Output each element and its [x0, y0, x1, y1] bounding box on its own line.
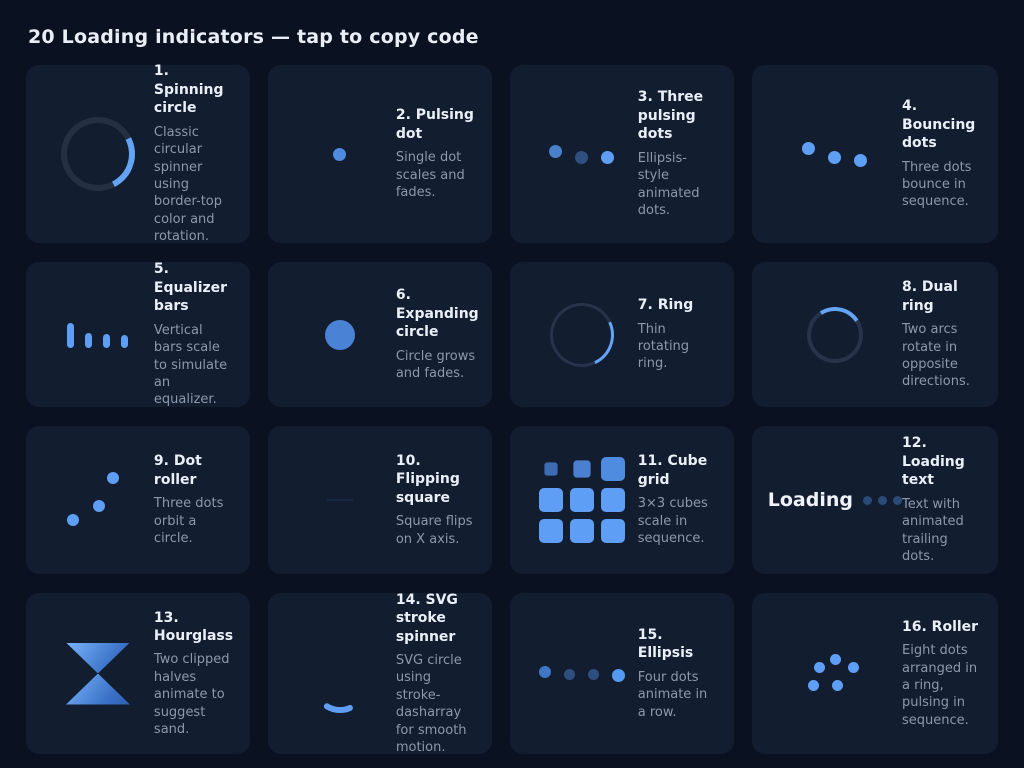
dual-ring-icon	[801, 301, 869, 368]
card-roller[interactable]: 16. Roller Eight dots arranged in a ring…	[751, 593, 998, 754]
spinner-stage	[526, 665, 638, 682]
ellipsis-icon	[538, 665, 625, 682]
card-title: 2. Pulsing dot	[395, 107, 474, 142]
spinner-stage	[284, 319, 396, 350]
card-loading-text[interactable]: Loading 12. Loading text Text with anima…	[751, 426, 998, 574]
card-description: Circle grows and fades.	[395, 348, 476, 382]
spinner-stage	[42, 322, 154, 348]
card-description: Square flips on X axis.	[395, 514, 473, 547]
spinner-stage	[768, 653, 902, 694]
card-title: 9. Dot roller	[153, 453, 202, 488]
card-description: Ellipsis-style animated dots.	[637, 150, 700, 219]
loading-text-icon: Loading	[768, 489, 902, 511]
card-title: 16. Roller	[902, 618, 979, 635]
card-spinning-circle[interactable]: 1. Spinning circle Classic circular spin…	[26, 63, 250, 245]
spinner-stage	[284, 487, 396, 513]
svg-stroke-spinner-icon	[311, 656, 368, 713]
card-title: 12. Loading text	[902, 435, 965, 489]
expanding-circle-icon	[324, 319, 355, 350]
card-ring[interactable]: 7. Ring Thin rotating ring.	[509, 262, 734, 407]
card-title: 14. SVG stroke spinner	[395, 591, 458, 645]
roller-icon	[807, 653, 862, 694]
card-description: Eight dots arranged in a ring, pulsing i…	[902, 643, 978, 728]
card-title: 11. Cube grid	[637, 453, 708, 488]
spinner-stage: Loading	[768, 489, 902, 511]
spinner-stage	[42, 472, 154, 528]
spinner-stage	[768, 301, 902, 368]
card-description: Four dots animate in a row.	[637, 669, 708, 720]
card-title: 4. Bouncing dots	[902, 98, 976, 152]
card-dual-ring[interactable]: 8. Dual ring Two arcs rotate in opposite…	[751, 262, 998, 407]
dot-roller-icon	[66, 472, 129, 528]
card-title: 15. Ellipsis	[637, 626, 694, 662]
equalizer-bars-icon	[67, 322, 129, 348]
card-pulsing-dot[interactable]: 2. Pulsing dot Single dot scales and fad…	[267, 65, 492, 243]
spinner-stage	[284, 633, 396, 715]
card-three-pulsing-dots[interactable]: 3. Three pulsing dots Ellipsis-style ani…	[509, 65, 734, 243]
card-title: 8. Dual ring	[902, 279, 958, 314]
hourglass-icon	[65, 642, 130, 705]
cube-grid-icon	[538, 457, 625, 543]
spinner-stage	[526, 293, 638, 376]
card-cube-grid[interactable]: 11. Cube grid 3×3 cubes scale in sequenc…	[509, 426, 734, 574]
card-title: 13. Hourglass	[153, 609, 234, 644]
card-description: Classic circular spinner using border-to…	[153, 124, 223, 245]
card-title: 5. Equalizer bars	[153, 261, 228, 315]
card-description: SVG circle using stroke-dasharray for sm…	[395, 652, 467, 756]
card-description: Three dots orbit a circle.	[153, 496, 224, 547]
card-description: Vertical bars scale to simulate an equal…	[153, 322, 228, 408]
spinning-circle-icon	[51, 107, 145, 201]
card-title: 10. Flipping square	[395, 452, 460, 506]
card-dot-roller[interactable]: 9. Dot roller Three dots orbit a circle.	[26, 426, 250, 574]
card-title: 1. Spinning circle	[153, 63, 224, 117]
card-description: Three dots bounce in sequence.	[902, 159, 972, 210]
pulsing-dot-icon	[333, 147, 347, 161]
bouncing-dots-icon	[802, 141, 868, 167]
flipping-square-icon	[326, 499, 353, 501]
card-ellipsis[interactable]: 15. Ellipsis Four dots animate in a row.	[509, 593, 734, 754]
card-description: Text with animated trailing dots.	[902, 496, 964, 565]
card-title: 3. Three pulsing dots	[637, 89, 704, 143]
card-title: 6. Expanding circle	[395, 287, 479, 341]
card-bouncing-dots[interactable]: 4. Bouncing dots Three dots bounce in se…	[751, 65, 998, 243]
spinner-stage	[42, 642, 154, 705]
spinner-stage	[284, 147, 396, 161]
card-flipping-square[interactable]: 10. Flipping square Square flips on X ax…	[267, 426, 492, 574]
card-hourglass[interactable]: 13. Hourglass Two clipped halves animate…	[26, 593, 250, 754]
card-title: 7. Ring	[637, 297, 694, 314]
card-description: Two arcs rotate in opposite directions.	[902, 322, 970, 390]
card-description: Single dot scales and fades.	[395, 150, 465, 201]
spinner-stage	[42, 107, 154, 201]
card-equalizer-bars[interactable]: 5. Equalizer bars Vertical bars scale to…	[26, 261, 250, 408]
spinner-stage	[526, 144, 638, 164]
card-svg-stroke-spinner[interactable]: 14. SVG stroke spinner SVG circle using …	[267, 591, 492, 756]
loading-word: Loading	[767, 489, 853, 511]
card-description: 3×3 cubes scale in sequence.	[637, 496, 708, 547]
spinner-stage	[526, 457, 638, 543]
card-description: Two clipped halves animate to suggest sa…	[153, 652, 230, 738]
card-description: Thin rotating ring.	[637, 321, 690, 372]
ring-icon	[540, 293, 623, 376]
page-title: 20 Loading indicators — tap to copy code	[28, 26, 479, 48]
spinner-stage	[768, 141, 902, 167]
card-expanding-circle[interactable]: 6. Expanding circle Circle grows and fad…	[267, 262, 492, 407]
three-pulsing-dots-icon	[549, 144, 615, 164]
loading-indicators-grid: 1. Spinning circle Classic circular spin…	[0, 63, 1024, 756]
